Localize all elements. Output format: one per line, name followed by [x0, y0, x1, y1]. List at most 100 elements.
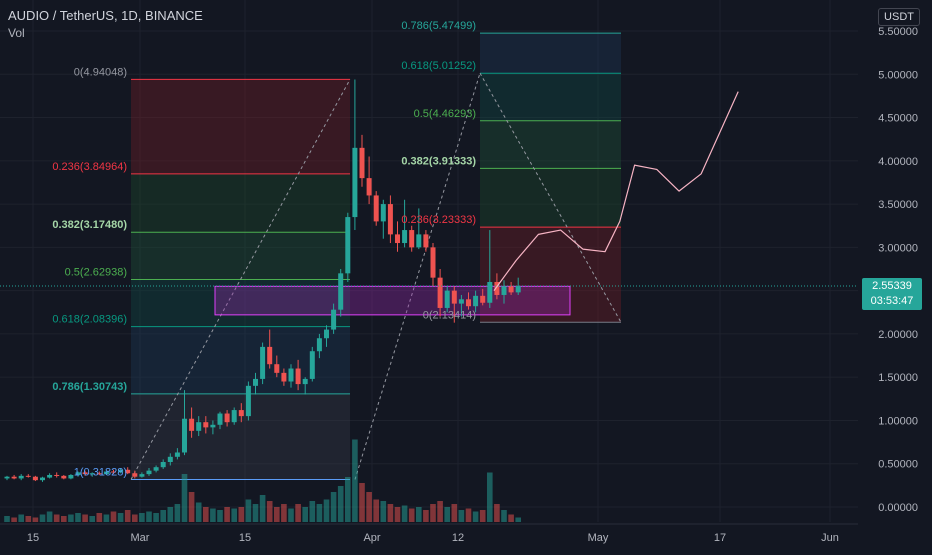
fib-label: 0(2.13414) [423, 309, 476, 321]
fib-zone [131, 232, 350, 280]
volume-bar [139, 513, 145, 522]
volume-bar [302, 507, 308, 522]
candle-body [359, 147, 365, 179]
candle-body [18, 475, 24, 479]
volume-bars [4, 439, 521, 522]
candle-body [231, 410, 237, 423]
volume-bar [117, 513, 124, 522]
x-tick-label: May [588, 532, 609, 544]
candle-body [352, 147, 358, 218]
candle-body [316, 338, 322, 352]
volume-bar [394, 507, 401, 522]
volume-bar [451, 504, 458, 522]
time-axis-bg [0, 524, 858, 550]
candle-body [132, 473, 138, 477]
volume-bar [46, 511, 53, 522]
candle-body [480, 295, 486, 303]
y-tick-label: 5.00000 [878, 69, 918, 81]
candle-body [153, 467, 159, 471]
volume-bar [472, 511, 479, 522]
volume-bar [458, 510, 465, 522]
y-tick-label: 4.50000 [878, 113, 918, 125]
candle-body [302, 378, 308, 385]
volume-bar [352, 439, 358, 522]
volume-bar [217, 510, 223, 522]
fib-label: 0.236(3.84964) [52, 161, 127, 173]
volume-bar [274, 507, 280, 522]
volume-bar [195, 502, 202, 522]
volume-bar [437, 501, 443, 522]
candle-body [61, 475, 67, 479]
price-axis: 0.000000.500001.000001.500002.000002.500… [858, 0, 932, 550]
volume-bar [465, 508, 472, 522]
volume-bar [89, 516, 95, 522]
candle-body [111, 471, 116, 473]
volume-bar [380, 501, 387, 522]
currency-badge[interactable]: USDT [878, 8, 920, 26]
candle-body [174, 452, 180, 457]
volume-indicator-label[interactable]: Vol [8, 26, 25, 40]
volume-bar [32, 517, 39, 522]
fib-labels: 0(4.94048) 0.236(3.84964) 0.382(3.17480) 0.… [52, 20, 476, 478]
volume-bar [210, 508, 216, 522]
fib-zone [480, 33, 621, 74]
candle-body [217, 413, 223, 425]
volume-bar [479, 510, 486, 522]
candle-body [210, 424, 216, 428]
candle-body [423, 234, 429, 248]
candle-body [146, 470, 152, 475]
volume-bar [252, 504, 259, 522]
volume-bar [487, 472, 493, 522]
fib-zone [131, 326, 350, 394]
candle-body [437, 277, 443, 308]
fib-zone [480, 73, 621, 121]
candle-body [380, 204, 386, 222]
volume-bar [508, 514, 514, 522]
volume-bar [153, 513, 159, 522]
fib-retracement-2 [480, 32, 621, 323]
candle-body [167, 456, 173, 462]
volume-bar [82, 514, 88, 522]
trendline-2 [354, 73, 481, 480]
x-tick-label: Jun [821, 532, 839, 544]
volume-bar [167, 507, 174, 522]
volume-bar [188, 492, 195, 522]
volume-bar [245, 499, 252, 522]
fib-zone [131, 79, 350, 174]
candle-body [451, 290, 457, 304]
candle-body [458, 299, 464, 304]
x-tick-label: 12 [452, 532, 464, 544]
volume-bar [146, 511, 152, 522]
trendline-1 [130, 79, 351, 480]
candle-body [47, 474, 53, 478]
symbol-title[interactable]: AUDIO / TetherUS, 1D, BINANCE [8, 8, 203, 23]
fib-label: 1(0.31828) [74, 466, 127, 478]
chart-header: AUDIO / TetherUS, 1D, BINANCE Vol [8, 8, 203, 40]
candle-body [295, 368, 301, 385]
volume-bar [309, 501, 316, 522]
volume-bar [39, 514, 46, 522]
volume-bar [266, 501, 273, 522]
volume-bar [366, 492, 372, 522]
candle-body [395, 234, 400, 244]
fib-zone [131, 279, 350, 327]
time-axis: 15 Mar 15 Apr 12 May 17 Jun [0, 523, 858, 550]
y-tick-label: 3.00000 [878, 242, 918, 254]
candle-body [245, 385, 251, 417]
candle-body [281, 372, 287, 382]
volume-bar [295, 504, 301, 522]
fib-zone [131, 393, 350, 480]
candle-body [196, 422, 202, 431]
volume-bar [75, 513, 81, 522]
y-tick-label: 3.50000 [878, 199, 918, 211]
volume-bar [203, 507, 209, 522]
candle-body [253, 378, 258, 386]
volume-bar [25, 516, 32, 522]
candles [4, 79, 521, 482]
volume-bar [408, 508, 415, 522]
candle-body [189, 418, 195, 431]
volume-bar [96, 513, 103, 522]
volume-bar [316, 504, 323, 522]
